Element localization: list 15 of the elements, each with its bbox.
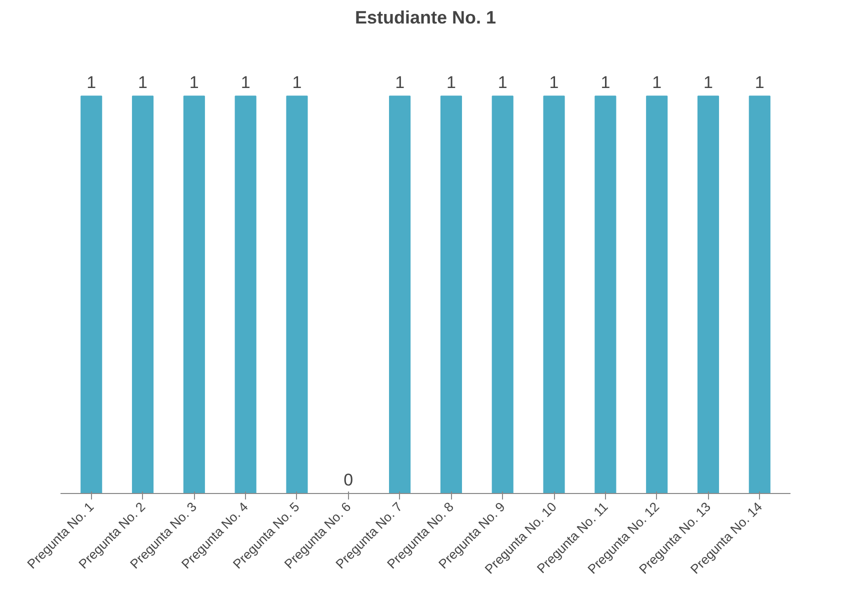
data-label: 1: [240, 73, 250, 92]
data-label: 1: [86, 73, 96, 92]
data-label: 1: [704, 73, 713, 92]
data-label: 1: [446, 73, 456, 92]
data-label: 1: [549, 73, 559, 92]
data-label: 1: [754, 73, 764, 92]
data-label: 1: [600, 73, 610, 92]
data-label: 1: [498, 73, 508, 92]
data-label: 0: [344, 470, 354, 490]
data-label: 1: [292, 73, 302, 92]
data-label: 1: [189, 73, 199, 92]
data-label: 1: [138, 73, 148, 92]
data-label: 1: [395, 73, 405, 92]
data-label: 1: [652, 73, 662, 92]
chart-title: Estudiante No. 1: [354, 8, 496, 28]
